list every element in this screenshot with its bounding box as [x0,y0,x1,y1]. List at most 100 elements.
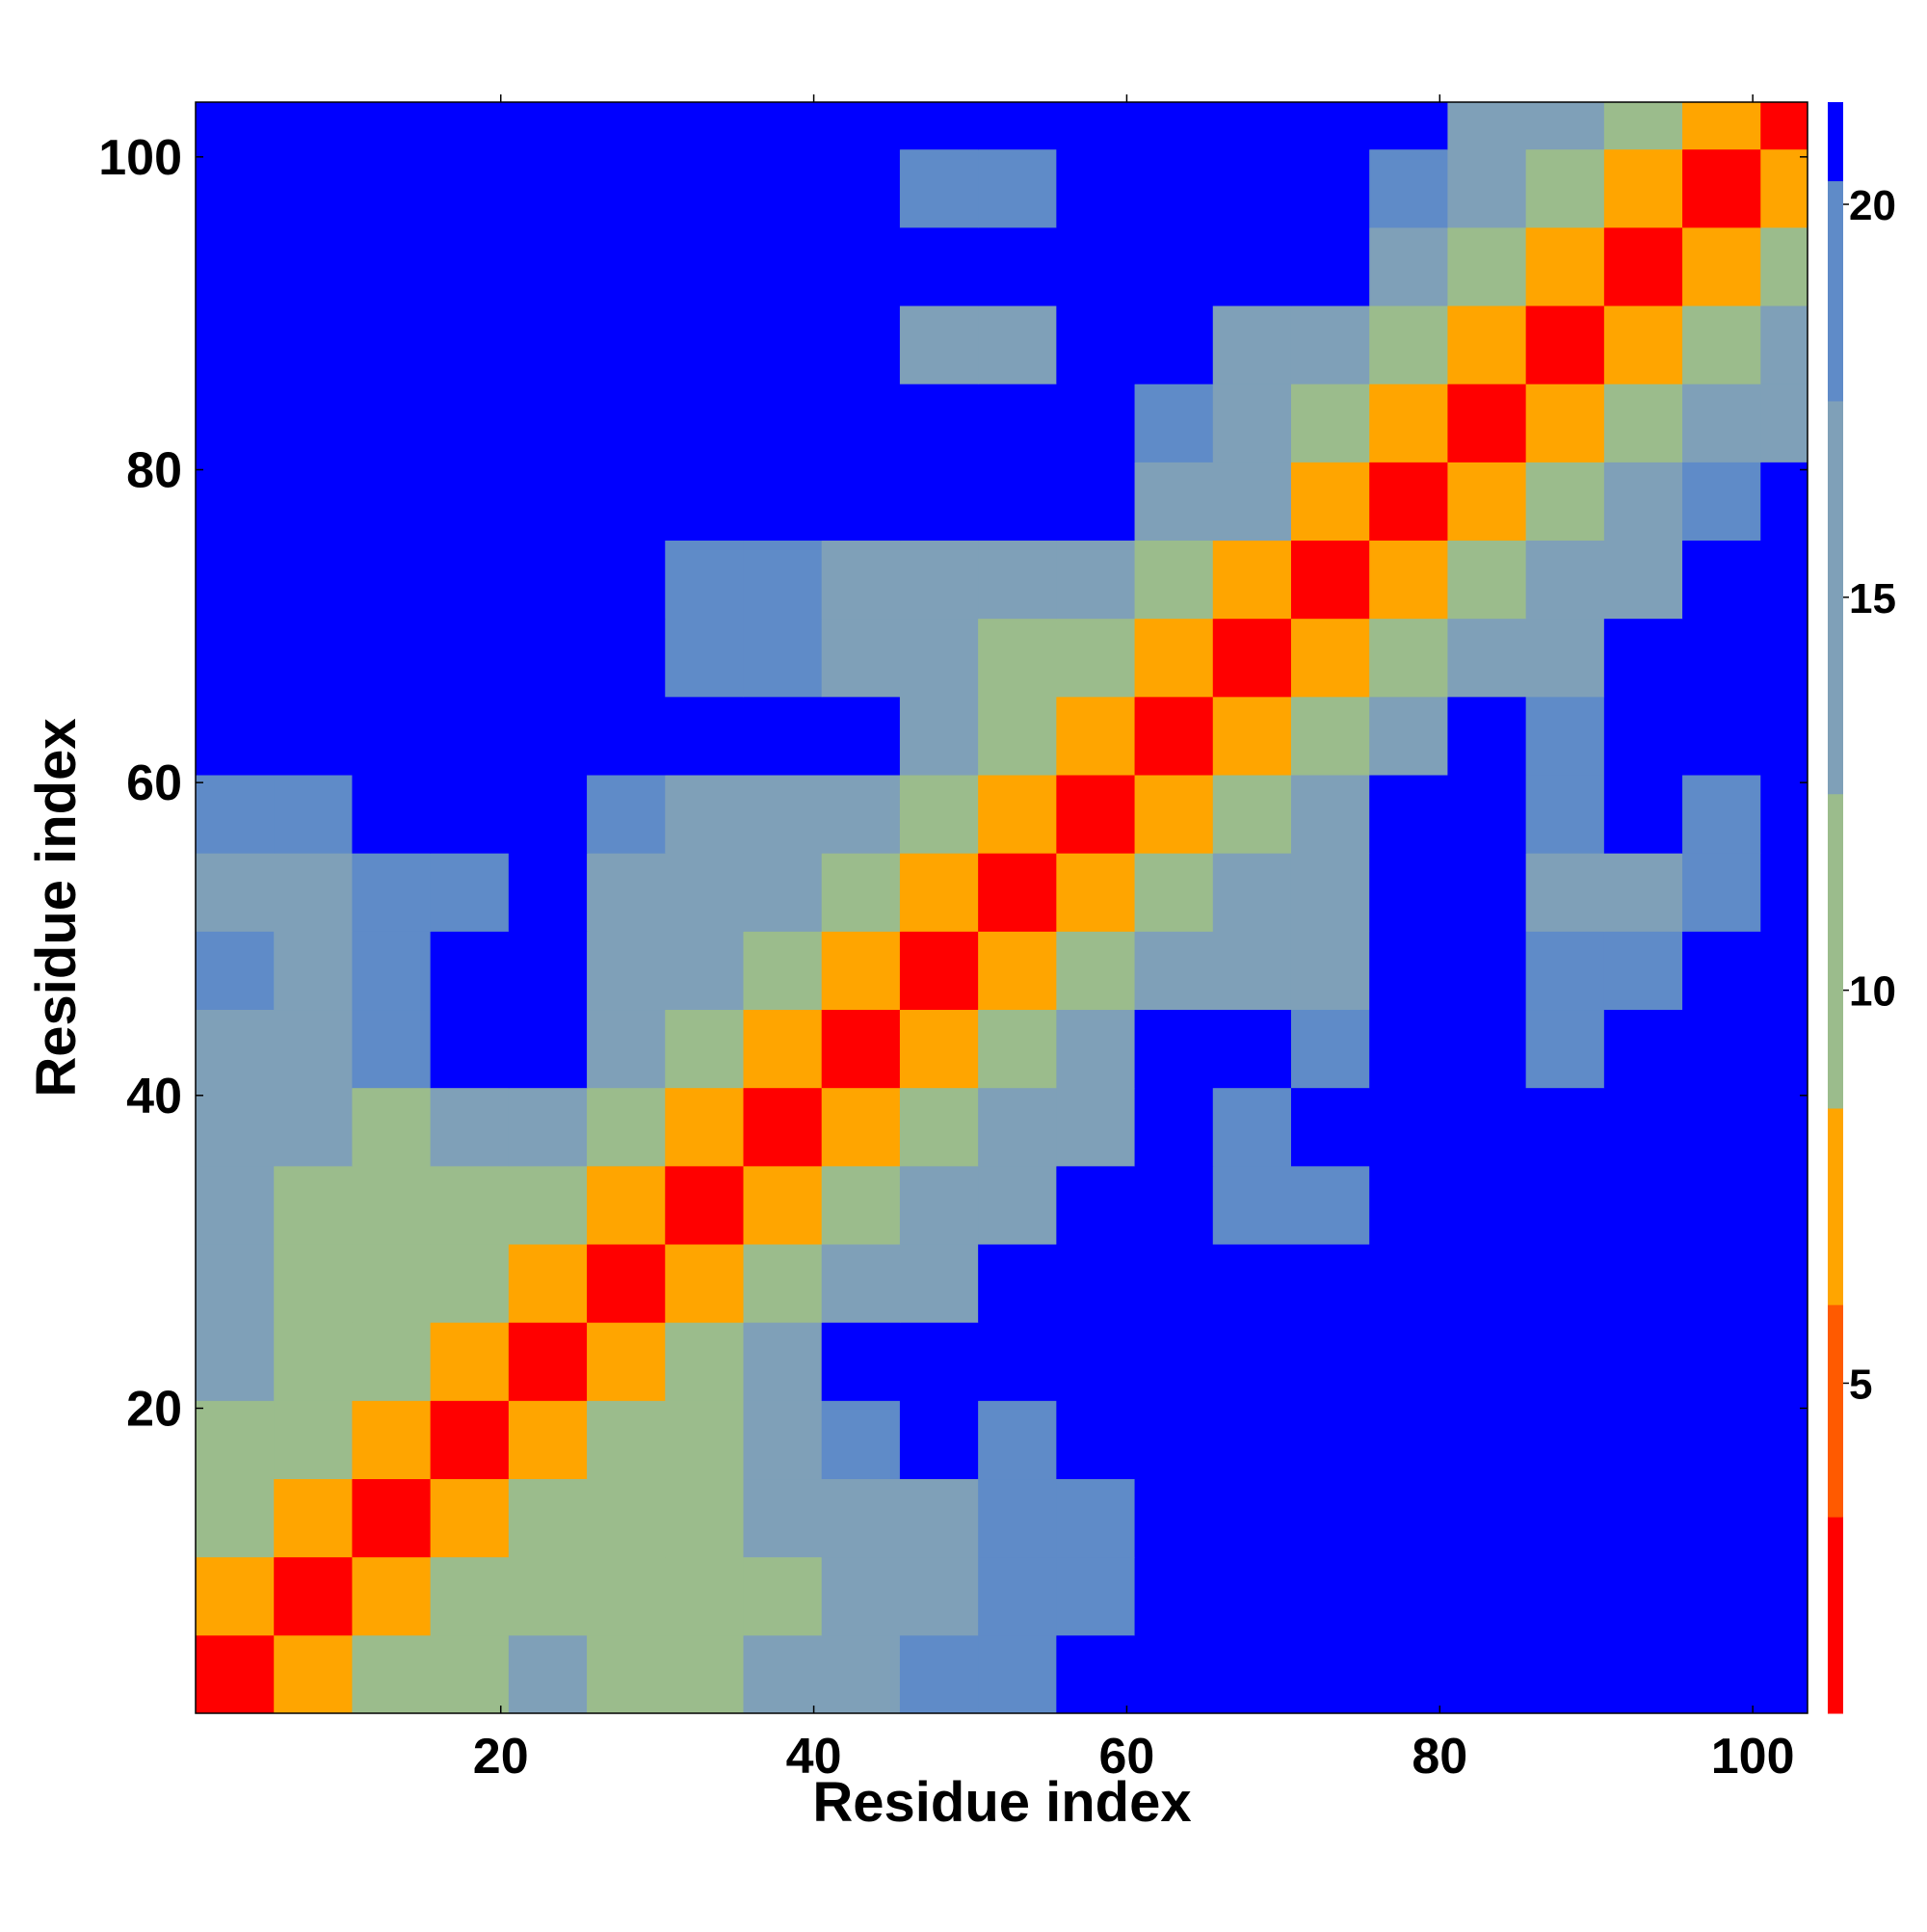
heatmap-cell [1760,226,1808,306]
heatmap-cell [1525,148,1605,228]
heatmap-cell [821,1400,901,1480]
heatmap-cell [1525,1634,1605,1714]
heatmap-cell [196,853,275,932]
heatmap-cell [196,931,275,1011]
heatmap-cell [1447,1244,1527,1323]
heatmap-cell [352,384,432,463]
heatmap-cell [1056,1244,1136,1323]
heatmap-cell [1760,931,1808,1011]
heatmap-cell [1290,1165,1370,1245]
heatmap-cell [1760,1322,1808,1401]
heatmap-cell [743,540,823,620]
heatmap-cell [274,775,353,854]
heatmap-cell [196,226,275,306]
heatmap-cell [1603,1009,1683,1089]
heatmap-cell [352,1478,432,1558]
heatmap-cell [1447,775,1527,854]
heatmap-cell [1760,1634,1808,1714]
colorbar-tick-label: 15 [1849,575,1896,622]
heatmap-cell [1682,1165,1761,1245]
heatmap-cell [508,462,588,542]
heatmap-cell [1056,148,1136,228]
heatmap-cell [587,148,666,228]
heatmap-cell [508,696,588,776]
heatmap-cell [1290,462,1370,542]
heatmap-cell [1134,1556,1214,1636]
heatmap-cell [352,1244,432,1323]
x-tick-label: 100 [1711,1729,1795,1785]
heatmap-cell [1682,1244,1761,1323]
heatmap-cell [274,540,353,620]
heatmap-cell [1290,775,1370,854]
heatmap-cell [1603,618,1683,698]
heatmap-cell [430,775,510,854]
heatmap-cell [1290,148,1370,228]
heatmap-cell [1212,1244,1292,1323]
heatmap-cell [274,1165,353,1245]
heatmap-cell [1525,1087,1605,1167]
heatmap-cell [352,1556,432,1636]
heatmap-cell [508,1634,588,1714]
heatmap-cell [1369,1087,1448,1167]
heatmap-cell [1682,384,1761,463]
heatmap-cell [1369,1244,1448,1323]
heatmap-cell [1447,1478,1527,1558]
colorbar-band [1828,102,1843,182]
heatmap-cell [352,102,432,150]
heatmap-cell [1447,1009,1527,1089]
heatmap-cell [821,1556,901,1636]
heatmap-cell [1369,1556,1448,1636]
heatmap-cell [196,1478,275,1558]
heatmap-cell [1056,1556,1136,1636]
heatmap-cell [978,226,1057,306]
heatmap-cell [1760,1478,1808,1558]
heatmap-cell [1212,148,1292,228]
heatmap-cell [1760,305,1808,384]
heatmap-cell [196,1087,275,1167]
heatmap-cell [1369,1009,1448,1089]
heatmap-cell [821,1087,901,1167]
heatmap-cell [1369,618,1448,698]
heatmap-cell [274,305,353,384]
heatmap-cell [665,775,744,854]
heatmap-cell [1369,148,1448,228]
heatmap-cell [1134,1322,1214,1401]
heatmap-cell [274,384,353,463]
colorbar-band [1828,1304,1843,1518]
heatmap-cell [899,696,979,776]
heatmap-cell [1369,775,1448,854]
heatmap-cell [1603,1634,1683,1714]
heatmap-cell [352,1087,432,1167]
heatmap-cell [430,618,510,698]
heatmap-cell [1525,931,1605,1011]
heatmap-cell [1134,384,1214,463]
colorbar-band [1828,1517,1843,1714]
heatmap-cell [1369,102,1448,150]
heatmap-cell [1212,1087,1292,1167]
heatmap-cell [587,226,666,306]
heatmap-cell [1682,540,1761,620]
heatmap-cell [1447,384,1527,463]
heatmap-cell [196,1556,275,1636]
heatmap-cell [743,148,823,228]
heatmap-cell [508,618,588,698]
heatmap-cell [1134,1244,1214,1323]
heatmap-cell [821,775,901,854]
y-tick-label: 60 [126,755,182,811]
heatmap-cell [1369,1634,1448,1714]
colorbar-tick-label: 10 [1849,968,1896,1016]
heatmap-cell [430,696,510,776]
heatmap-cell [899,1087,979,1167]
heatmap-cell [1525,1244,1605,1323]
heatmap-cell [274,1244,353,1323]
heatmap-cell [1603,1556,1683,1636]
heatmap-cell [430,931,510,1011]
heatmap-cell [430,1322,510,1401]
heatmap-cell [1212,540,1292,620]
heatmap-cell [665,931,744,1011]
heatmap-cell [665,1634,744,1714]
heatmap-cell [1603,1400,1683,1480]
heatmap-cell [430,462,510,542]
heatmap-cell [1056,853,1136,932]
heatmap-cell [978,1244,1057,1323]
